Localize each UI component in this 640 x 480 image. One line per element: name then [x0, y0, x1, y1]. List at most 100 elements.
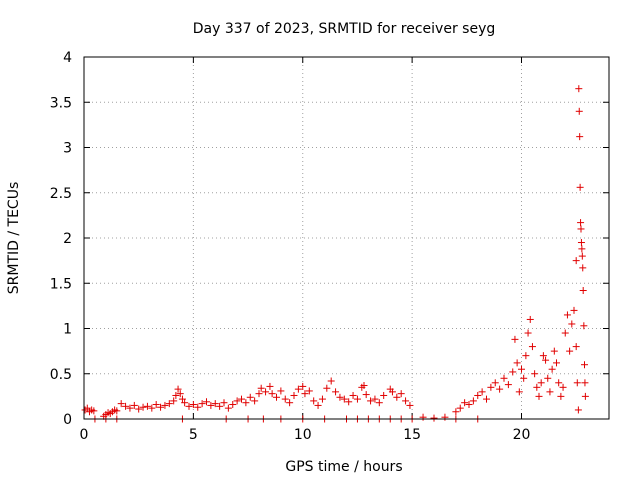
data-point	[174, 385, 182, 393]
data-point	[577, 239, 585, 247]
data-point	[542, 356, 550, 364]
data-point	[362, 391, 370, 399]
data-point	[561, 329, 569, 337]
data-point	[496, 385, 504, 393]
data-point	[553, 359, 560, 367]
data-point	[504, 381, 512, 389]
data-point	[526, 315, 534, 323]
data-point	[353, 395, 361, 403]
data-point	[314, 401, 322, 409]
data-point	[500, 374, 508, 382]
y-tick-label: 0.5	[50, 367, 72, 383]
data-point	[456, 404, 464, 412]
data-point	[148, 404, 156, 412]
data-point	[251, 397, 259, 405]
data-point	[281, 395, 289, 403]
data-point	[576, 183, 584, 191]
data-point	[83, 404, 91, 412]
data-point	[515, 388, 523, 396]
grid	[84, 57, 609, 419]
data-point	[520, 374, 528, 382]
data-point	[266, 382, 274, 390]
data-point	[194, 403, 202, 411]
data-point	[581, 392, 589, 400]
y-tick-label: 3.5	[50, 95, 72, 111]
data-point	[211, 400, 219, 408]
data-point	[203, 398, 210, 406]
data-point	[122, 402, 130, 410]
data-point	[579, 286, 587, 294]
x-tick-label: 15	[403, 427, 421, 443]
data-point	[246, 393, 254, 401]
x-tick-label: 0	[80, 427, 89, 443]
data-point	[573, 379, 581, 387]
y-tick-label: 2.5	[50, 186, 72, 202]
data-point	[578, 252, 586, 260]
x-tick-label: 5	[189, 427, 198, 443]
data-point	[576, 133, 584, 141]
data-point	[572, 343, 580, 351]
data-point	[581, 379, 589, 387]
data-point	[441, 413, 449, 421]
data-point	[579, 264, 587, 272]
data-point	[170, 397, 178, 405]
data-point	[310, 397, 318, 405]
data-point	[336, 393, 344, 401]
data-point	[557, 392, 565, 400]
data-point	[518, 365, 525, 373]
data-point	[126, 404, 134, 412]
data-point	[367, 397, 375, 405]
data-point	[575, 107, 583, 115]
data-point	[318, 395, 326, 403]
data-point	[388, 388, 396, 396]
data-point	[161, 401, 169, 409]
y-tick-label: 1	[63, 322, 72, 338]
data-point	[478, 388, 486, 396]
data-point	[465, 401, 473, 409]
x-axis-title: GPS time / hours	[285, 459, 402, 475]
data-point	[575, 85, 583, 93]
data-point	[537, 379, 545, 387]
data-point	[406, 401, 414, 409]
y-tick-label: 3	[63, 141, 72, 157]
data-point	[402, 397, 410, 405]
data-point	[242, 399, 250, 407]
data-point	[273, 393, 280, 401]
data-point	[393, 393, 401, 401]
data-point	[224, 404, 232, 412]
x-tick-label: 20	[513, 427, 531, 443]
data-point	[349, 391, 357, 399]
data-point	[452, 408, 460, 416]
data-points	[81, 85, 589, 423]
data-point	[574, 406, 582, 414]
data-point	[375, 399, 383, 407]
data-point	[178, 395, 186, 403]
y-tick-label: 2	[63, 231, 72, 247]
data-point	[580, 322, 588, 330]
data-point	[165, 400, 173, 408]
data-point	[181, 399, 189, 407]
data-point	[176, 390, 184, 398]
data-point	[419, 413, 427, 421]
data-point	[548, 365, 556, 373]
data-point	[294, 385, 302, 393]
data-point	[268, 390, 276, 398]
data-point	[340, 395, 348, 403]
data-point	[216, 402, 224, 410]
data-point	[531, 370, 539, 378]
data-point	[257, 384, 265, 392]
y-tick-label: 0	[63, 412, 72, 428]
x-tick-label: 10	[294, 427, 312, 443]
data-point	[135, 405, 143, 413]
data-point	[577, 225, 585, 233]
data-point	[139, 403, 147, 411]
data-point	[371, 395, 379, 403]
data-point	[559, 383, 567, 391]
data-point	[461, 399, 469, 407]
data-point	[198, 400, 206, 408]
data-point	[555, 379, 563, 387]
data-point	[535, 392, 543, 400]
data-point	[332, 388, 340, 396]
data-point	[157, 403, 165, 411]
data-point	[117, 400, 125, 408]
